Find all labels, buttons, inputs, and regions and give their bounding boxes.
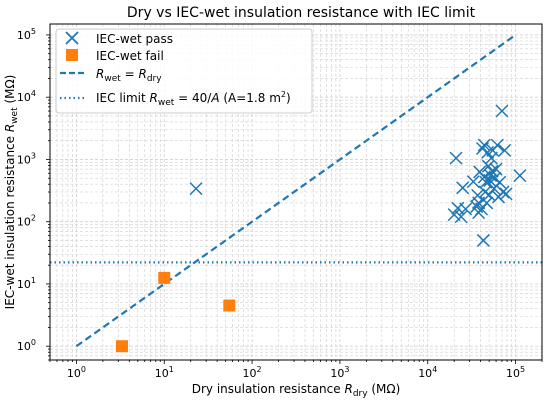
- pass-point: [459, 202, 473, 216]
- pass-point: [513, 169, 527, 183]
- pass-point: [499, 187, 513, 201]
- pass-point: [454, 210, 468, 224]
- x-tick-label: 101: [155, 365, 174, 380]
- pass-point: [489, 162, 503, 176]
- pass-point: [479, 175, 493, 189]
- legend: IEC-wet pass IEC-wet fail Rwet = Rdry IE…: [55, 28, 313, 114]
- y-tick-label: 104: [17, 89, 36, 104]
- legend-box: [55, 28, 313, 114]
- pass-point: [480, 196, 494, 210]
- y-tick-label: 100: [17, 338, 36, 353]
- pass-point: [466, 175, 480, 189]
- y-tick-label: 102: [17, 214, 36, 229]
- legend-marker-pass: [65, 31, 79, 45]
- x-tick-label: 105: [506, 365, 525, 380]
- series-layer: [50, 34, 542, 353]
- x-tick-label: 103: [330, 365, 349, 380]
- pass-point: [449, 151, 463, 165]
- pass-point: [485, 164, 499, 178]
- axis-ticks: 100 101 102 103 104 105 100 101 102 103 104 105: [17, 27, 543, 380]
- x-tick-label: 100: [67, 365, 86, 380]
- legend-label-fail: IEC-wet fail: [96, 49, 164, 63]
- pass-point: [490, 138, 504, 152]
- pass-point: [456, 181, 470, 195]
- fail-point: [223, 299, 236, 312]
- x-tick-label: 102: [243, 365, 262, 380]
- legend-marker-fail: [66, 49, 78, 61]
- y-axis-label: IEC-wet insulation resistance Rwet (MΩ): [3, 75, 20, 310]
- legend-label-pass: IEC-wet pass: [96, 32, 173, 46]
- x-axis-label: Dry insulation resistance Rdry (MΩ): [192, 382, 401, 399]
- y-tick-label: 101: [17, 276, 36, 291]
- y-tick-label: 103: [17, 151, 36, 166]
- x-tick-label: 104: [418, 365, 437, 380]
- pass-point: [447, 208, 461, 222]
- pass-point: [484, 169, 498, 183]
- pass-point: [476, 233, 490, 247]
- pass-point: [496, 185, 510, 199]
- pass-point: [498, 143, 512, 157]
- pass-point: [477, 138, 491, 152]
- legend-label-identity: Rwet = Rdry: [96, 67, 162, 84]
- pass-point: [495, 104, 509, 118]
- pass-point: [493, 175, 507, 189]
- fail-point: [115, 340, 128, 353]
- legend-label-iec-limit: IEC limit Rwet = 40/A (A=1.8 m2): [96, 90, 291, 108]
- pass-point: [189, 182, 203, 196]
- fail-point: [158, 271, 171, 284]
- chart-title: Dry vs IEC-wet insulation resistance wit…: [127, 5, 476, 21]
- y-tick-label: 105: [17, 27, 36, 42]
- identity-line: [75, 34, 517, 348]
- pass-point: [484, 151, 498, 165]
